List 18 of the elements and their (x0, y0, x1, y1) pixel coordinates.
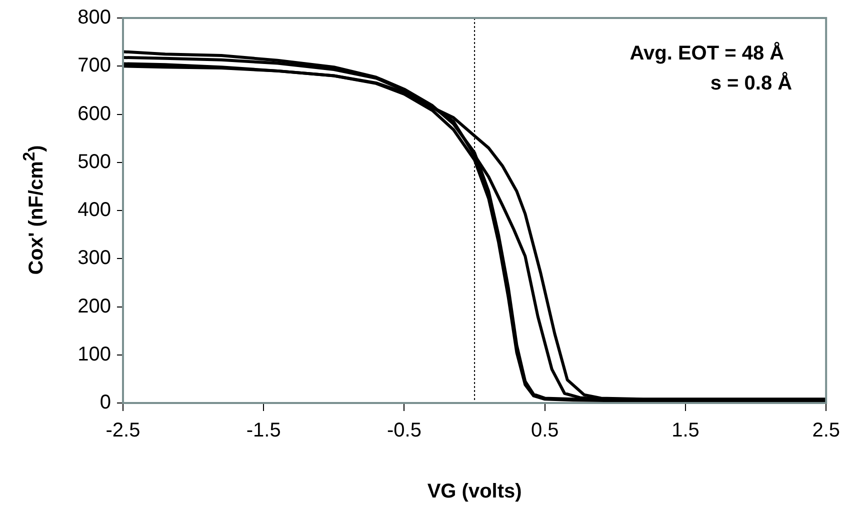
annotation: Avg. EOT = 48 Å (630, 42, 784, 65)
x-axis-title: VG (volts) (427, 480, 522, 503)
y-tick-label: 800 (78, 6, 111, 29)
x-tick-label: -1.5 (246, 420, 281, 442)
y-tick-label: 0 (100, 392, 111, 414)
y-tick-label: 200 (78, 295, 111, 318)
x-tick-label: 0.5 (530, 420, 559, 442)
y-tick-label: 400 (78, 199, 111, 222)
x-tick-label: 1.5 (672, 420, 700, 442)
x-tick-label: -2.5 (106, 420, 140, 442)
annotation: s = 0.8 Å (710, 72, 792, 95)
y-tick-label: 600 (78, 102, 111, 125)
y-tick-label: 500 (78, 150, 111, 173)
y-tick-label: 700 (78, 54, 111, 77)
y-tick-label: 100 (78, 343, 111, 366)
y-tick-label: 300 (78, 247, 111, 270)
x-tick-label: 2.5 (812, 420, 840, 442)
x-tick-label: -0.5 (387, 420, 422, 442)
